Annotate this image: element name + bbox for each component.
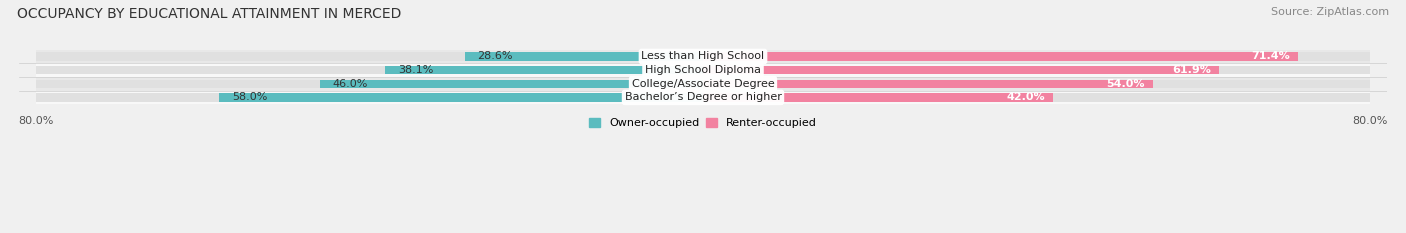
Text: 42.0%: 42.0% [1007, 92, 1045, 102]
Text: 46.0%: 46.0% [332, 79, 367, 89]
Bar [37, 63, 1369, 77]
Text: 28.6%: 28.6% [477, 51, 513, 62]
Legend: Owner-occupied, Renter-occupied: Owner-occupied, Renter-occupied [585, 114, 821, 133]
Text: 38.1%: 38.1% [398, 65, 433, 75]
Bar [37, 77, 1369, 91]
Bar [319, 79, 703, 88]
Bar [703, 79, 1153, 88]
Bar [37, 50, 1369, 63]
Bar [385, 66, 703, 74]
Text: Source: ZipAtlas.com: Source: ZipAtlas.com [1271, 7, 1389, 17]
Text: Bachelor’s Degree or higher: Bachelor’s Degree or higher [624, 92, 782, 102]
Bar [37, 52, 1369, 61]
Text: 71.4%: 71.4% [1251, 51, 1289, 62]
Text: 54.0%: 54.0% [1107, 79, 1144, 89]
Text: 61.9%: 61.9% [1171, 65, 1211, 75]
Text: College/Associate Degree: College/Associate Degree [631, 79, 775, 89]
Bar [37, 93, 1369, 102]
Bar [703, 93, 1053, 102]
Bar [464, 52, 703, 61]
Text: 58.0%: 58.0% [232, 92, 267, 102]
Bar [37, 66, 1369, 74]
Bar [703, 52, 1298, 61]
Bar [703, 66, 1219, 74]
Bar [37, 79, 1369, 88]
Text: High School Diploma: High School Diploma [645, 65, 761, 75]
Bar [37, 91, 1369, 104]
Text: OCCUPANCY BY EDUCATIONAL ATTAINMENT IN MERCED: OCCUPANCY BY EDUCATIONAL ATTAINMENT IN M… [17, 7, 401, 21]
Bar [219, 93, 703, 102]
Text: Less than High School: Less than High School [641, 51, 765, 62]
